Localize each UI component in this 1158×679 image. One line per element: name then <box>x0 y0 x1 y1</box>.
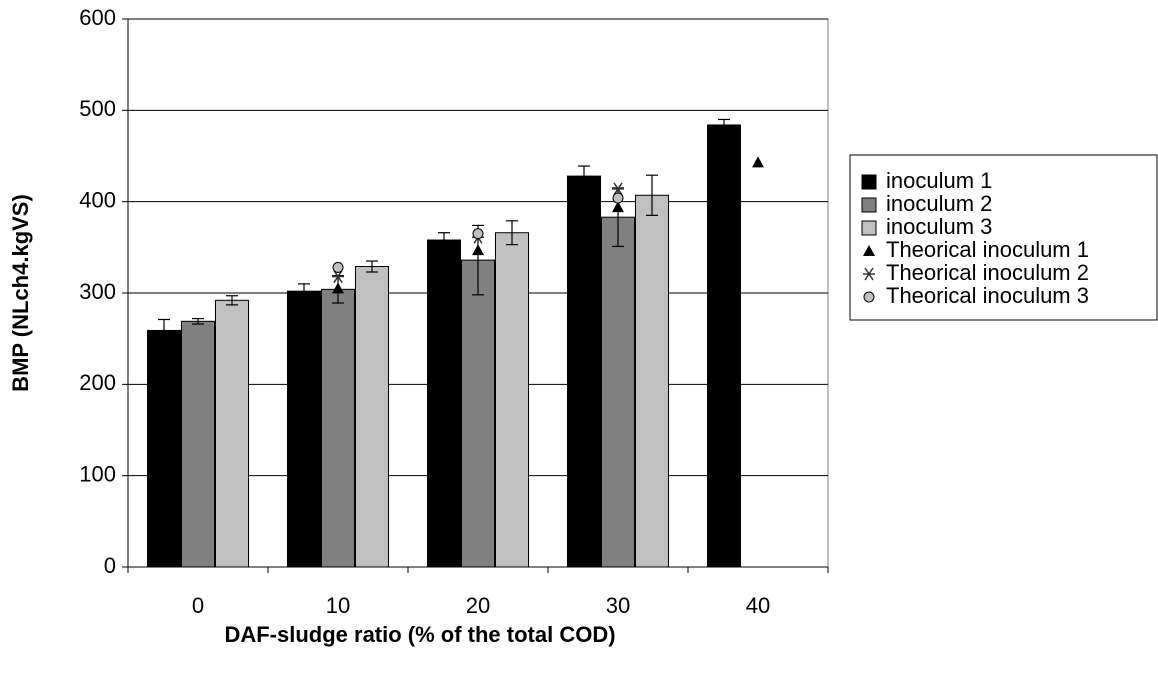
error-bar <box>646 174 658 216</box>
marker-asterisk <box>612 182 624 196</box>
y-tick-label: 0 <box>104 553 116 578</box>
bar <box>355 266 389 568</box>
bar <box>567 175 601 568</box>
y-tick-label: 500 <box>79 96 116 121</box>
y-tick-label: 600 <box>79 5 116 30</box>
legend-swatch <box>861 220 877 236</box>
x-axis-label: DAF-sludge ratio (% of the total COD) <box>224 622 615 647</box>
error-bar <box>158 318 170 343</box>
error-bar <box>506 220 518 246</box>
error-bar <box>718 118 730 132</box>
error-bar <box>366 260 378 273</box>
asterisk-stroke <box>333 270 343 283</box>
bar <box>147 329 181 568</box>
bar <box>635 194 669 568</box>
marker-triangle <box>863 245 875 256</box>
bar <box>321 288 355 568</box>
legend-label: inoculum 2 <box>886 191 992 216</box>
legend-label: Theorical inoculum 3 <box>886 283 1089 308</box>
x-tick-label: 20 <box>466 593 490 618</box>
legend-label: inoculum 3 <box>886 214 992 239</box>
error-bar <box>226 295 238 306</box>
marker-asterisk <box>332 270 344 283</box>
y-axis-label: BMP (NLch4.kgVS) <box>8 194 33 392</box>
marker-circle <box>863 291 875 303</box>
x-tick-label: 10 <box>326 593 350 618</box>
bar <box>427 239 461 568</box>
bar <box>601 216 635 568</box>
bar <box>287 290 321 568</box>
legend-label: inoculum 1 <box>886 168 992 193</box>
bar <box>707 124 741 568</box>
y-tick-label: 100 <box>79 461 116 486</box>
error-bar <box>578 165 590 187</box>
marker-circle <box>332 261 344 273</box>
legend-label: Theorical inoculum 1 <box>886 237 1089 262</box>
legend-box <box>849 154 1158 321</box>
x-tick-label: 40 <box>746 593 770 618</box>
y-tick-label: 200 <box>79 370 116 395</box>
marker-circle <box>472 228 484 240</box>
marker-triangle <box>332 282 344 294</box>
legend-label: Theorical inoculum 2 <box>886 260 1089 285</box>
y-tick-label: 300 <box>79 279 116 304</box>
error-bar <box>438 232 450 248</box>
bar <box>495 232 529 568</box>
marker-circle <box>612 192 624 204</box>
legend-swatch <box>861 197 877 213</box>
y-tick-label: 400 <box>79 187 116 212</box>
x-tick-label: 0 <box>192 593 204 618</box>
bar <box>181 320 215 568</box>
marker-asterisk <box>863 267 875 281</box>
bar <box>215 299 249 568</box>
bar <box>461 259 495 568</box>
asterisk-stroke <box>864 267 874 281</box>
asterisk-stroke <box>613 182 623 196</box>
marker-triangle <box>472 244 484 256</box>
legend-swatch <box>861 174 877 190</box>
marker-triangle <box>612 201 624 213</box>
error-bar <box>298 283 310 300</box>
x-tick-label: 30 <box>606 593 630 618</box>
error-bar <box>192 317 204 325</box>
marker-triangle <box>752 156 764 168</box>
